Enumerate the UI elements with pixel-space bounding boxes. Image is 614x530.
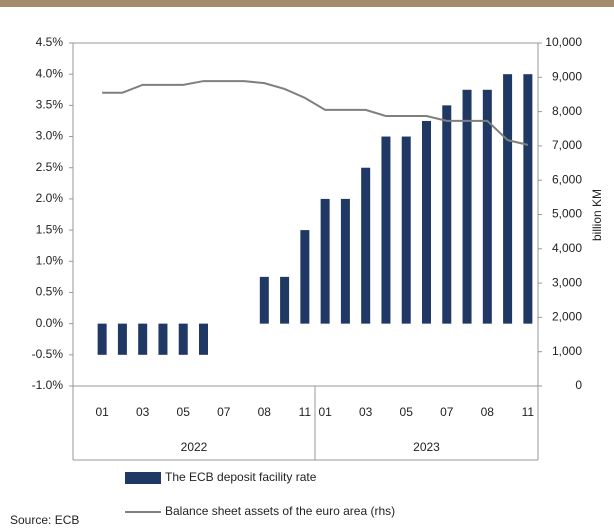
y-tick-label: -1.0% <box>32 378 64 392</box>
bar <box>259 276 269 324</box>
x-tick-label: 08 <box>258 405 272 419</box>
x-tick-label: 11 <box>522 405 535 419</box>
x-tick-label: 11 <box>299 405 312 419</box>
y-tick-label: 0.0% <box>36 316 64 330</box>
y-tick-label: 2.0% <box>36 191 64 205</box>
source: Source: ECB <box>10 513 79 527</box>
y2-tick-label: 7,000 <box>552 138 582 152</box>
top-band <box>0 0 614 7</box>
bar <box>158 323 168 355</box>
y2-tick-label: 0 <box>575 378 582 392</box>
x-tick-label: 07 <box>440 405 454 419</box>
bar <box>442 105 452 324</box>
bar <box>300 230 310 324</box>
y2-tick-label: 5,000 <box>552 207 582 221</box>
bar <box>97 323 107 355</box>
bar <box>523 74 533 324</box>
y2-axis-label: billion KM <box>590 189 604 241</box>
y2-tick-label: 3,000 <box>552 275 582 289</box>
bar <box>340 198 350 324</box>
x-group-label: 2023 <box>413 440 440 454</box>
y-tick-label: 2.5% <box>36 160 64 174</box>
x-tick-label: 07 <box>217 405 231 419</box>
x-tick-label: 03 <box>136 405 150 419</box>
x-group-label: 2022 <box>181 440 208 454</box>
legend-label: Balance sheet assets of the euro area (r… <box>165 504 395 518</box>
y2-tick-label: 1,000 <box>552 344 582 358</box>
legend-label: The ECB deposit facility rate <box>165 470 317 484</box>
y2-tick-label: 10,000 <box>545 35 582 49</box>
x-tick-label: 03 <box>359 405 373 419</box>
y2-tick-label: 6,000 <box>552 172 582 186</box>
y2-tick-label: 9,000 <box>552 69 582 83</box>
bar <box>320 198 330 324</box>
y-tick-label: 3.5% <box>36 98 64 112</box>
y-tick-label: 0.5% <box>36 285 64 299</box>
bar <box>280 276 290 324</box>
line <box>102 80 529 146</box>
y-tick-label: -0.5% <box>32 347 64 361</box>
y2-tick-label: 4,000 <box>552 241 582 255</box>
y-tick-label: 3.0% <box>36 129 64 143</box>
bar <box>138 323 148 355</box>
y-tick-label: 4.5% <box>36 35 64 49</box>
bar <box>178 323 188 355</box>
x-tick-label: 05 <box>177 405 191 419</box>
y2-tick-label: 8,000 <box>552 104 582 118</box>
y-tick-label: 1.0% <box>36 253 64 267</box>
bar <box>361 167 371 324</box>
x-tick-label: 05 <box>400 405 414 419</box>
legend-swatch <box>125 472 161 484</box>
bar <box>117 323 127 355</box>
bar <box>381 136 391 324</box>
bar <box>503 74 513 324</box>
x-tick-label: 08 <box>481 405 495 419</box>
y-tick-label: 1.5% <box>36 222 64 236</box>
bar <box>462 89 472 324</box>
x-tick-label: 01 <box>95 405 109 419</box>
y-tick-label: 4.0% <box>36 66 64 80</box>
bar <box>401 136 411 324</box>
bar <box>199 323 208 355</box>
bar <box>422 120 431 324</box>
x-tick-label: 01 <box>318 405 332 419</box>
y2-tick-label: 2,000 <box>552 310 582 324</box>
bar <box>482 89 492 324</box>
